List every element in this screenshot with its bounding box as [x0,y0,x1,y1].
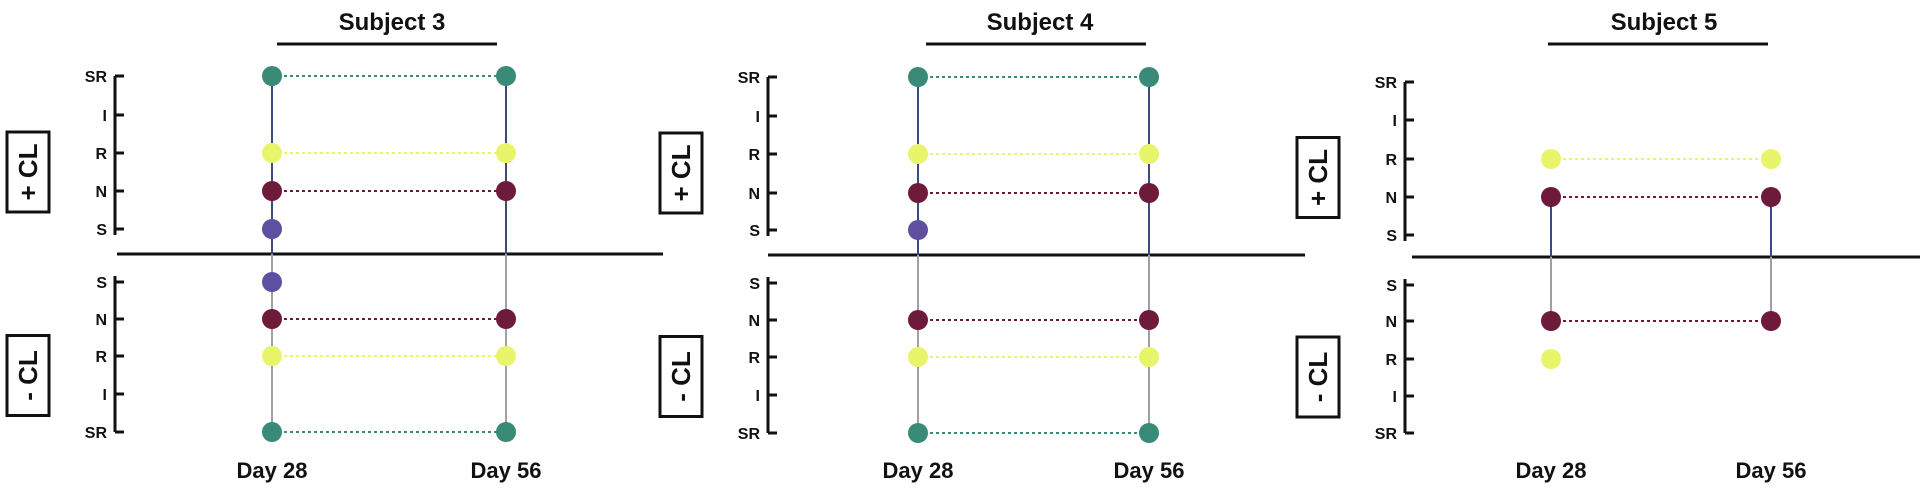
data-point [908,183,928,203]
y-tick-label: S [1386,278,1397,295]
data-point [262,422,282,442]
y-tick-label: S [1386,228,1397,245]
y-tick-label: SR [738,426,761,443]
group-label-plus-cl: + CL [13,143,43,200]
data-point [908,347,928,367]
y-tick-label: I [756,388,760,405]
y-tick-label: S [749,223,760,240]
data-point [496,346,516,366]
data-point [1139,310,1159,330]
data-point [1139,67,1159,87]
x-tick-label: Day 56 [1736,458,1807,483]
y-tick-label: R [95,146,107,163]
data-point [262,66,282,86]
group-label-minus-cl-box [658,335,704,418]
y-tick-label: N [95,184,107,201]
group-label-minus-cl: - CL [666,351,696,402]
data-point [496,309,516,329]
y-tick-label: N [95,312,107,329]
y-tick-label: SR [1375,426,1398,443]
y-tick-label: SR [738,70,761,87]
y-tick-label: I [1393,113,1397,130]
y-tick-label: S [96,275,107,292]
data-point [262,309,282,329]
data-point [908,220,928,240]
y-tick-label: I [756,109,760,126]
data-point [1139,423,1159,443]
group-label-minus-cl: - CL [1303,352,1333,403]
y-tick-label: I [103,108,107,125]
panel-subject-5: Subject 5 SR I R N S S N R I SR + CL - CL Day 28 Day 5… [1295,9,1920,483]
group-label-minus-cl: - CL [13,350,43,401]
data-point [908,144,928,164]
data-point [262,346,282,366]
x-tick-label: Day 56 [471,458,542,483]
data-point [262,143,282,163]
data-point [1541,311,1561,331]
panel-subject-4: Subject 4 SR I R N S S N R I SR + CL - CL Day 28 Day 5… [658,9,1305,483]
x-tick-label: Day 28 [237,458,308,483]
y-tick-label: N [1385,314,1397,331]
y-tick-label: SR [85,69,108,86]
y-tick-label: R [1385,152,1397,169]
data-point [1139,183,1159,203]
y-tick-label: R [95,349,107,366]
y-tick-label: I [103,387,107,404]
data-point [1139,347,1159,367]
data-point [1541,187,1561,207]
data-point [262,219,282,239]
data-point [1541,349,1561,369]
group-label-plus-cl-box [1295,136,1341,219]
group-label-plus-cl: + CL [666,144,696,201]
y-tick-label: SR [85,425,108,442]
data-point [496,143,516,163]
y-tick-label: S [749,276,760,293]
y-tick-label: I [1393,389,1397,406]
group-label-minus-cl-box [1295,335,1341,419]
panel-title: Subject 5 [1611,9,1718,36]
group-label-minus-cl-box [5,334,51,417]
y-tick-label: N [748,186,760,203]
data-point [1139,144,1159,164]
data-point [908,67,928,87]
data-point [1761,149,1781,169]
y-tick-label: N [1385,190,1397,207]
data-point [908,310,928,330]
y-tick-label: N [748,313,760,330]
data-point [262,181,282,201]
data-point [1761,187,1781,207]
data-point [496,66,516,86]
panel-title: Subject 3 [339,9,446,36]
x-tick-label: Day 28 [1516,458,1587,483]
group-label-plus-cl: + CL [1303,149,1333,206]
y-tick-label: R [748,350,760,367]
y-tick-label: SR [1375,75,1398,92]
panel-title: Subject 4 [987,9,1094,36]
group-label-plus-cl-box [5,130,51,214]
data-point [1541,149,1561,169]
y-tick-label: S [96,222,107,239]
data-point [496,181,516,201]
group-label-plus-cl-box [658,131,704,215]
y-tick-label: R [1385,352,1397,369]
data-point [262,272,282,292]
panel-subject-3: Subject 3 SR I R N S S N R I SR + CL - CL Day 28 Day 5… [5,9,663,483]
y-tick-label: R [748,147,760,164]
data-point [496,422,516,442]
x-tick-label: Day 28 [883,458,954,483]
data-point [908,423,928,443]
data-point [1761,311,1781,331]
x-tick-label: Day 56 [1114,458,1185,483]
